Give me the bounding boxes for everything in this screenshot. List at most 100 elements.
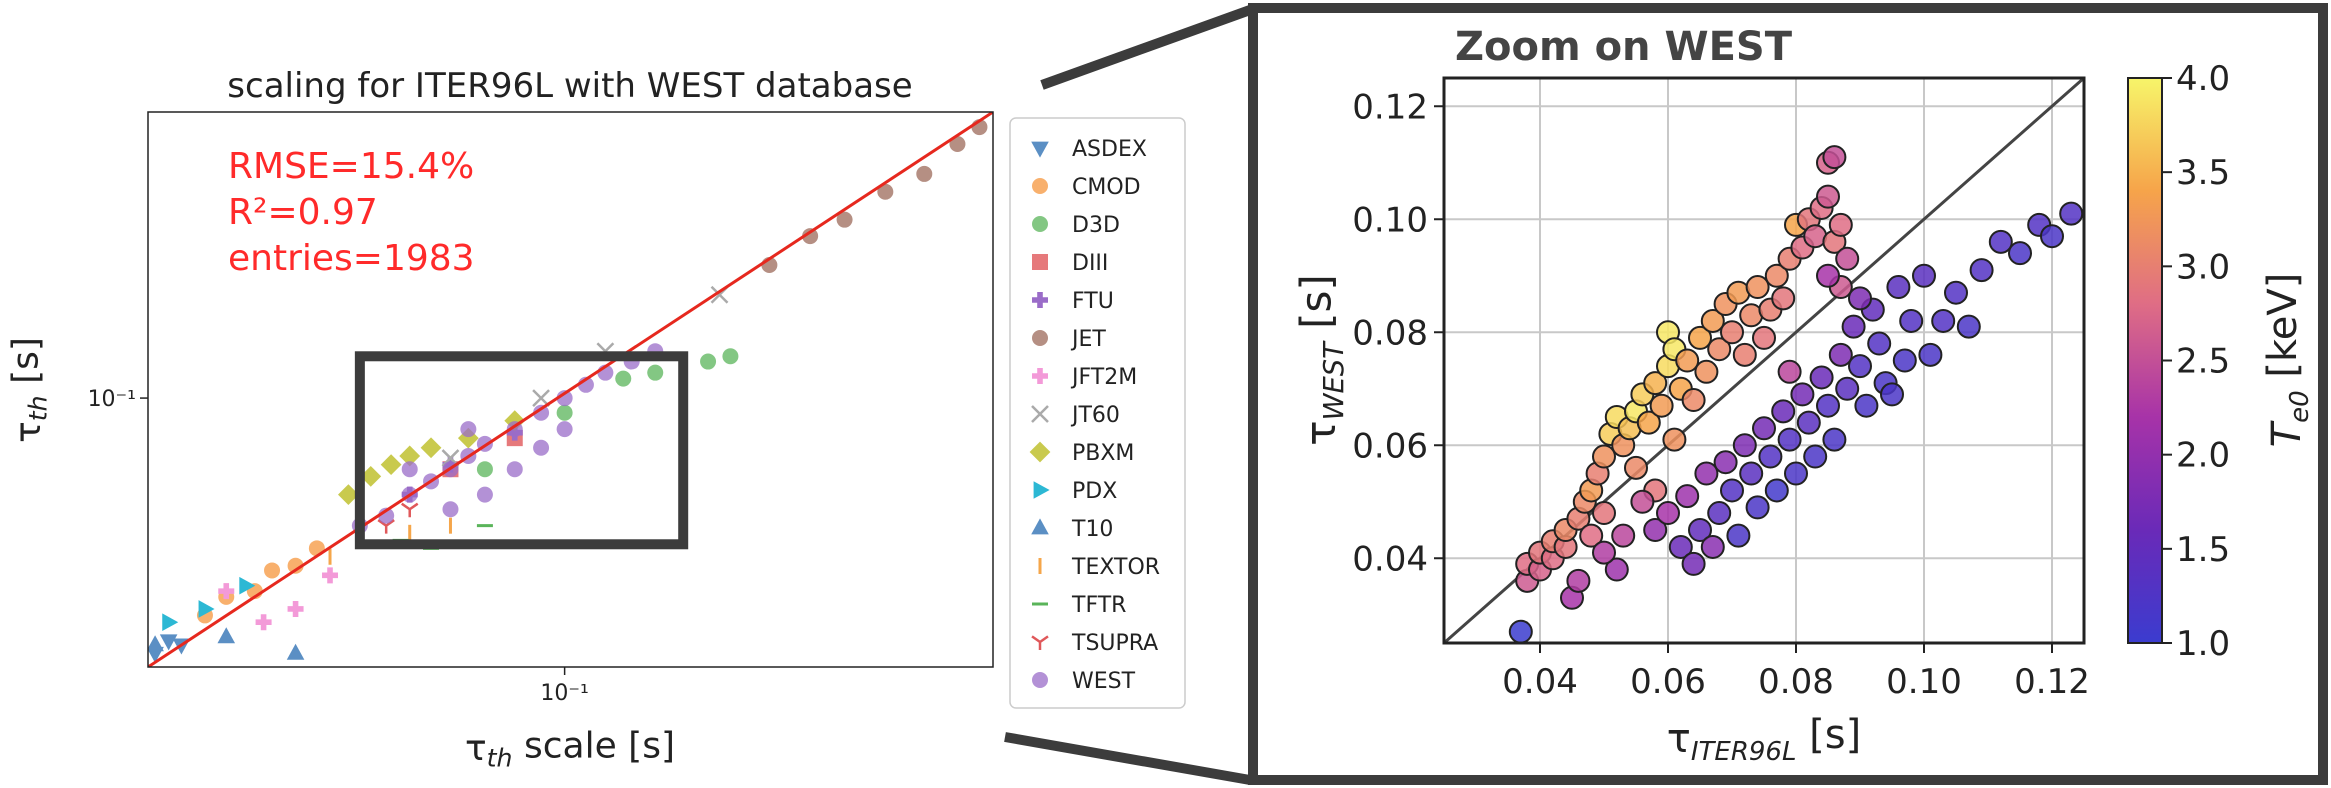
annotation-2: entries=1983 <box>228 238 475 279</box>
left-scatter-chart: scaling for ITER96L with WEST database R… <box>5 66 1186 772</box>
legend-label: TEXTOR <box>1071 555 1160 580</box>
legend-label: ASDEX <box>1072 137 1147 162</box>
west-point <box>1649 393 1674 418</box>
legend-item-jet: JET <box>1032 327 1106 352</box>
left-plot-frame <box>147 111 994 668</box>
west-point <box>1707 337 1732 362</box>
legend-marker-cmod <box>1032 178 1048 194</box>
point-west <box>556 390 573 407</box>
left-chart-title: scaling for ITER96L with WEST database <box>227 66 912 106</box>
west-point <box>1604 557 1629 582</box>
point-pdx <box>239 576 256 595</box>
zoom-x-tick-label: 0.06 <box>1630 662 1706 702</box>
west-point <box>1867 331 1892 356</box>
left-x-tick-label: 10⁻¹ <box>540 681 588 706</box>
point-jft2m <box>322 567 339 584</box>
point-jet <box>916 165 933 182</box>
west-point <box>1931 308 1956 333</box>
west-point <box>1899 308 1924 333</box>
west-point <box>1643 518 1668 542</box>
zoom-scatter-chart: Zoom on WEST 0.04 0.06 0.08 0.10 0.120.040.0… <box>1292 24 2315 767</box>
legend-label: PBXM <box>1072 441 1134 466</box>
legend-marker-west <box>1032 672 1048 688</box>
west-point <box>1841 314 1866 339</box>
zoom-connector-bottom <box>1004 732 1251 785</box>
west-point <box>1752 325 1776 350</box>
west-point <box>1969 258 1994 283</box>
legend-label: JT60 <box>1070 403 1120 428</box>
colorbar-tick-label: 1.0 <box>2176 624 2230 664</box>
legend-marker-jet <box>1032 330 1048 346</box>
west-point <box>1694 461 1719 486</box>
series-jft2m <box>218 567 339 631</box>
west-point <box>1828 342 1853 367</box>
west-point <box>1880 382 1904 407</box>
west-point <box>1694 359 1719 384</box>
west-point <box>1886 275 1911 300</box>
west-point <box>1713 450 1738 475</box>
legend-marker-asdex <box>1031 141 1049 158</box>
colorbar-tick-label: 2.5 <box>2176 342 2230 382</box>
zoom-y-axis-label: τWEST [s] <box>1292 274 1351 446</box>
colorbar-tick-label: 1.5 <box>2176 530 2230 570</box>
point-jft2m <box>287 600 304 617</box>
colorbar-gradient <box>2127 77 2163 644</box>
west-point <box>1796 410 1821 435</box>
west-point <box>1720 478 1744 503</box>
legend-label: TFTR <box>1071 593 1126 618</box>
point-west <box>460 421 477 438</box>
zoom-plot-area <box>1444 78 2084 643</box>
legend-marker-pbxm <box>1029 441 1051 463</box>
zoom-y-tick-label: 0.12 <box>1352 87 1428 127</box>
point-t10 <box>286 643 305 660</box>
annotation-1: R²=0.97 <box>228 192 378 233</box>
west-point <box>1764 263 1789 288</box>
point-pbxm <box>380 454 402 476</box>
legend-label: D3D <box>1072 213 1120 238</box>
colorbar-tick-label: 3.0 <box>2176 247 2230 287</box>
west-point <box>1668 534 1693 559</box>
legend-label: CMOD <box>1072 175 1141 200</box>
left-y-axis-label: τth [s] <box>5 337 52 443</box>
west-point <box>1688 325 1712 350</box>
left-y-tick-label: 10⁻¹ <box>88 387 136 412</box>
point-pbxm <box>360 465 382 487</box>
west-point <box>1777 359 1802 384</box>
west-point <box>1848 286 1872 311</box>
west-point <box>1579 523 1604 548</box>
west-point <box>1809 365 1834 390</box>
west-point <box>1675 484 1700 509</box>
legend-marker-jft2m <box>1032 368 1048 384</box>
point-d3d <box>476 461 493 478</box>
legend-item-textor: TEXTOR <box>1038 555 1160 580</box>
legend-marker-d3d <box>1032 216 1048 232</box>
west-point <box>1636 410 1661 435</box>
zoom-panel-frame <box>1248 3 2328 785</box>
legend-marker-pdx <box>1033 481 1050 499</box>
west-point <box>1624 455 1648 480</box>
point-jet <box>836 211 853 228</box>
legend-item-pdx: PDX <box>1033 479 1117 504</box>
colorbar-tick-label: 4.0 <box>2176 59 2230 99</box>
west-point <box>1508 619 1533 643</box>
west-point <box>1784 461 1808 486</box>
west-point <box>1732 433 1757 458</box>
left-annotations: RMSE=15.4% R²=0.97 entries=1983 <box>228 146 475 279</box>
point-cmod <box>287 557 304 574</box>
west-point <box>1822 427 1847 452</box>
point-jet <box>949 135 966 152</box>
series-tsupra <box>377 502 419 534</box>
point-west <box>506 461 523 478</box>
zoom-x-tick-label: 0.10 <box>1886 662 1962 702</box>
point-d3d <box>722 348 739 365</box>
series-pdx <box>162 576 256 632</box>
west-point <box>1771 399 1796 424</box>
colorbar-tick-label: 3.5 <box>2176 153 2230 193</box>
west-point <box>1681 388 1706 413</box>
west-point <box>1675 348 1700 373</box>
west-point <box>1790 382 1815 407</box>
legend-label: JET <box>1070 327 1106 352</box>
series-cmod <box>196 540 325 624</box>
legend-item-cmod: CMOD <box>1032 175 1141 200</box>
legend-marker-jt60 <box>1031 405 1049 423</box>
